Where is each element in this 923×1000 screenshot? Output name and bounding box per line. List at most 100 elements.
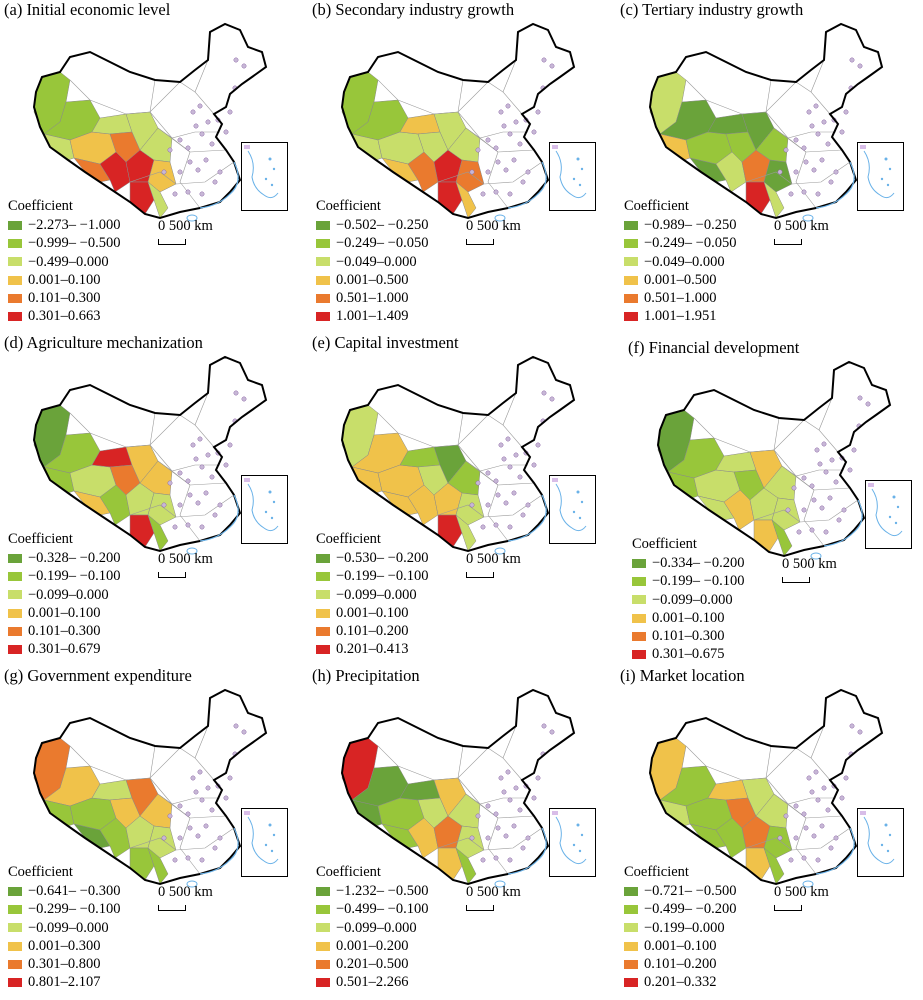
legend-swatch: [316, 923, 330, 933]
legend-label: −0.199–0.000: [644, 919, 725, 936]
county-marker: [507, 191, 513, 197]
legend-item: 0.001–0.500: [316, 271, 428, 289]
county-marker: [783, 813, 789, 819]
county-marker: [177, 803, 183, 809]
county-marker: [801, 811, 807, 817]
legend-label: −0.099–0.000: [336, 919, 417, 936]
legend-swatch: [316, 312, 330, 322]
legend-label: 0.301–0.800: [28, 956, 101, 973]
county-marker: [199, 797, 205, 803]
china-county-map: [656, 360, 892, 560]
legend-label: −2.273– −1.000: [28, 217, 121, 233]
county-marker: [511, 490, 517, 496]
coastline: [507, 161, 547, 209]
legend-label: −0.199– −0.100: [652, 573, 745, 590]
county-marker: [829, 457, 835, 463]
county-marker: [199, 191, 205, 197]
county-marker: [801, 189, 807, 195]
china-county-map: [340, 355, 576, 555]
county-marker: [475, 480, 481, 486]
county-marker: [833, 835, 839, 841]
map-panel: (c) Tertiary industry growth Coefficient −…: [616, 0, 923, 333]
panel-title: (e) Capital investment: [312, 333, 459, 352]
legend-label: 0.501–2.266: [336, 974, 409, 991]
legend-item: 0.501–2.266: [316, 973, 428, 991]
legend-label: 0.301–0.663: [28, 308, 101, 325]
legend: Coefficient −0.989– −0.250 −0.249– −0.050−…: [624, 196, 736, 326]
legend-label: −0.049–0.000: [644, 253, 725, 270]
legend-label: −0.499– −0.100: [336, 901, 429, 918]
county-marker: [185, 855, 191, 861]
country-boundary: [32, 355, 268, 553]
legend-item: −0.099–0.000: [316, 586, 428, 604]
scale-tick: [158, 572, 186, 578]
county-marker: [811, 497, 817, 503]
legend-item: −0.499– −0.100: [316, 900, 428, 918]
coastline: [199, 161, 239, 209]
county-marker: [498, 109, 504, 115]
county-marker: [233, 390, 239, 396]
county-marker: [197, 436, 203, 442]
county-region: [147, 181, 169, 219]
county-marker: [177, 835, 183, 841]
legend-item: 0.801–2.107: [8, 973, 120, 991]
legend-item: 0.001–0.100: [316, 604, 428, 622]
county-marker: [203, 157, 209, 163]
county-marker: [501, 789, 507, 795]
legend-label: 0.201–0.500: [336, 956, 409, 973]
county-marker: [241, 396, 247, 402]
scale-label: 0 500 km: [466, 884, 521, 900]
county-marker: [801, 507, 807, 513]
county-region: [771, 497, 801, 531]
scale-tick: [774, 239, 802, 245]
county-marker: [857, 395, 863, 401]
county-region: [763, 825, 793, 859]
county-marker: [212, 845, 218, 851]
scale-tick: [782, 577, 810, 583]
legend-item: −0.199–0.000: [624, 919, 736, 937]
legend-swatch: [8, 978, 22, 988]
county-marker: [485, 470, 491, 476]
county-marker: [796, 529, 802, 535]
legend-swatch: [8, 923, 22, 933]
legend-item: −0.199– −0.100: [632, 572, 744, 590]
legend-label: −0.099–0.000: [28, 586, 109, 603]
legend-swatch: [632, 595, 646, 605]
legend: Coefficient −0.334– −0.200 −0.199– −0.100−…: [632, 534, 744, 664]
county-marker: [195, 500, 201, 506]
south-china-sea-inset: [857, 808, 904, 877]
county-marker: [793, 169, 799, 175]
legend-swatch: [8, 904, 22, 914]
county-marker: [495, 825, 501, 831]
county-region: [147, 514, 169, 552]
legend-swatch: [624, 904, 638, 914]
legend-label: −0.328– −0.200: [28, 550, 121, 566]
china-county-map: [32, 355, 268, 555]
map-panel: (d) Agriculture mechanization Coefficient…: [0, 333, 307, 666]
county-marker: [815, 797, 821, 803]
legend-swatch: [8, 571, 22, 581]
county-marker: [498, 775, 504, 781]
legend-item: 0.501–1.000: [316, 289, 428, 307]
legend-item: −0.099–0.000: [316, 919, 428, 937]
county-marker: [485, 502, 491, 508]
legend-item: −0.328– −0.200: [8, 549, 120, 567]
legend-item: −0.049–0.000: [316, 253, 428, 271]
legend-item: 0.001–0.200: [316, 937, 428, 955]
legend-title: Coefficient: [8, 198, 73, 214]
legend-swatch: [8, 220, 22, 230]
legend-label: 0.301–0.679: [28, 641, 101, 658]
legend-swatch: [316, 608, 330, 618]
scale-bar: 0 500 km: [158, 884, 213, 911]
legend-label: −0.099–0.000: [652, 591, 733, 608]
county-marker: [791, 485, 797, 491]
legend-swatch: [632, 558, 646, 568]
legend-label: −0.641– −0.300: [28, 883, 121, 899]
map-panel: (e) Capital investment Coefficient −0.530–…: [308, 333, 615, 666]
county-marker: [498, 442, 504, 448]
county-marker: [505, 436, 511, 442]
legend-label: −1.232– −0.500: [336, 883, 429, 899]
legend-swatch: [316, 275, 330, 285]
scale-tick: [466, 572, 494, 578]
county-marker: [815, 131, 821, 137]
